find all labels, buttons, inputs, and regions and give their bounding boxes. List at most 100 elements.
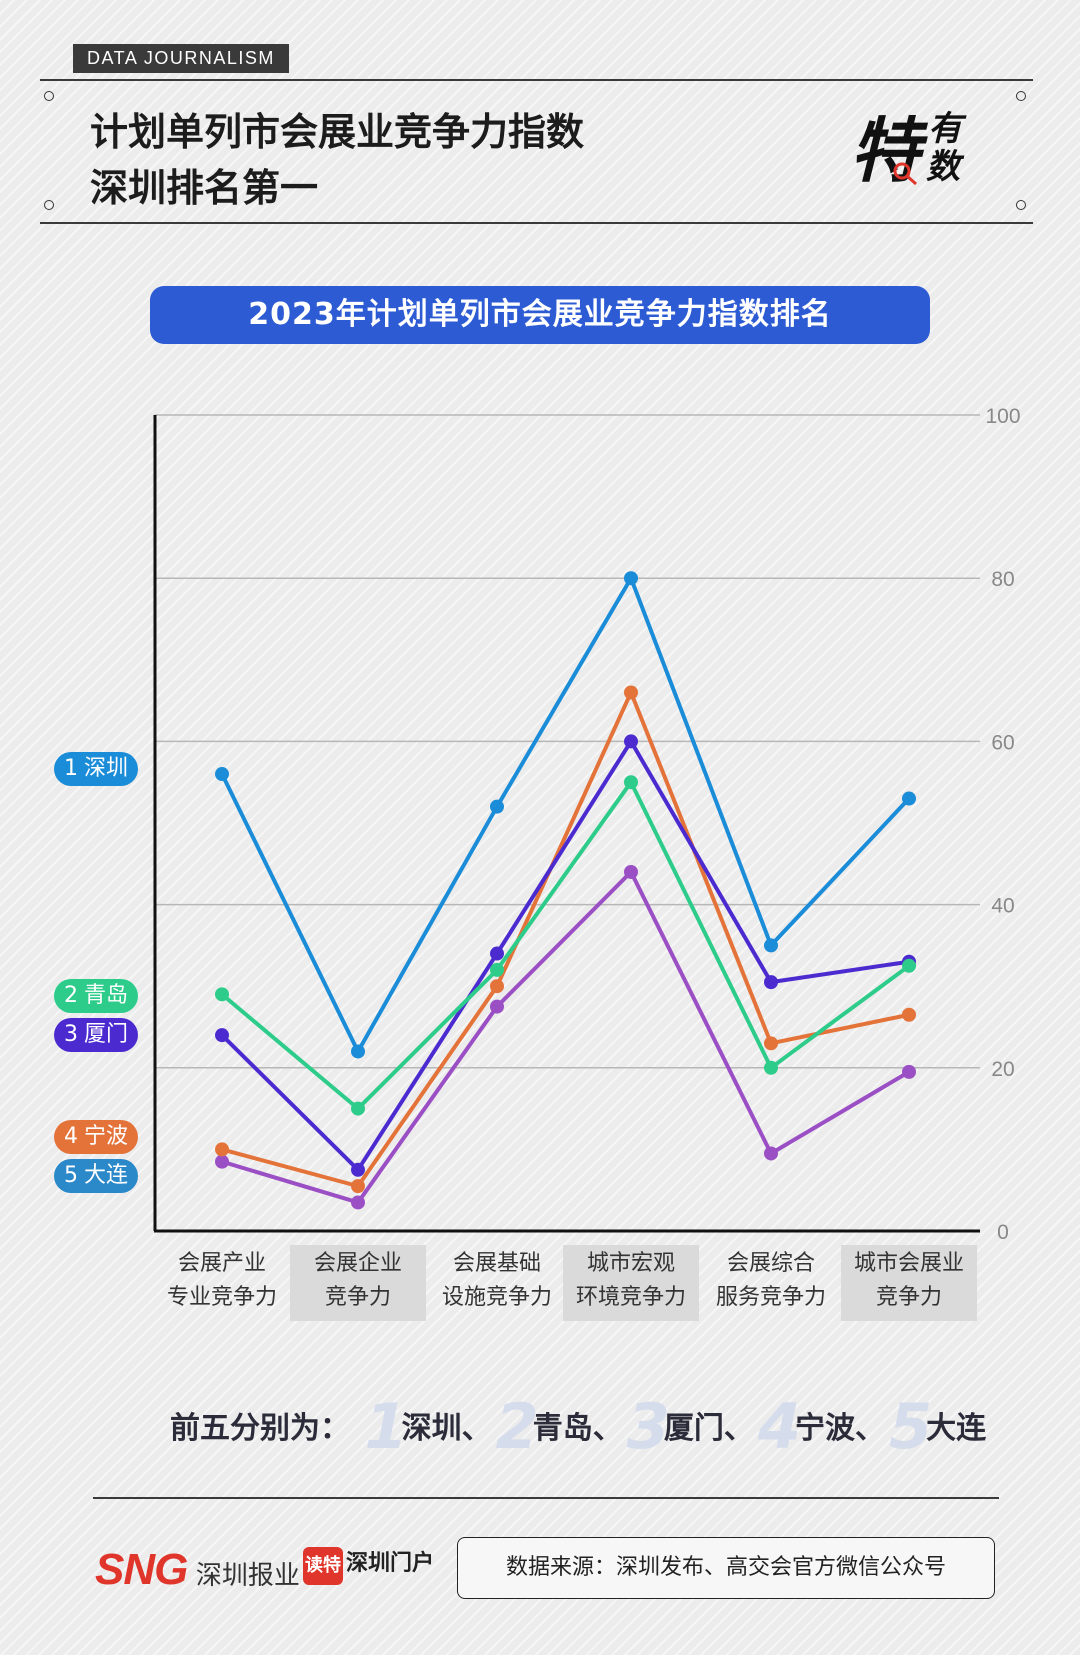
data-point bbox=[490, 799, 504, 814]
summary-city: 青岛、 bbox=[532, 1411, 623, 1446]
rank-label: 1 深圳 bbox=[54, 752, 139, 786]
x-category-label: 会展综合 服务竞争力 bbox=[703, 1245, 839, 1321]
rank-label: 5 大连 bbox=[54, 1159, 139, 1193]
summary-city: 宁波、 bbox=[795, 1411, 886, 1446]
data-point bbox=[902, 1064, 916, 1079]
data-point bbox=[764, 1060, 778, 1075]
x-category-line: 环境竞争力 bbox=[575, 1285, 686, 1310]
data-point bbox=[902, 791, 916, 806]
headline-line-2: 深圳排名第一 bbox=[90, 166, 319, 210]
y-tick-label: 100 bbox=[985, 405, 1020, 428]
rank-city: 宁波 bbox=[84, 1124, 129, 1149]
series-line-宁波 bbox=[221, 690, 910, 1189]
x-category-line: 会展基础 bbox=[452, 1251, 541, 1276]
portal-logo: 深圳门户 bbox=[346, 1551, 435, 1576]
data-point bbox=[764, 1036, 778, 1051]
data-point bbox=[490, 962, 504, 977]
summary-city: 深圳、 bbox=[401, 1411, 492, 1446]
x-category-line: 设施竞争力 bbox=[441, 1285, 552, 1310]
corner-ring bbox=[44, 91, 54, 101]
sng-mark: SNG bbox=[95, 1545, 188, 1594]
x-category-label: 会展产业 专业竞争力 bbox=[154, 1245, 290, 1321]
top-rule bbox=[40, 79, 1033, 81]
dute-app-badge: 读特 bbox=[303, 1547, 343, 1585]
rank-label: 3 厦门 bbox=[54, 1018, 139, 1052]
series-line-深圳 bbox=[220, 576, 911, 1054]
series-line-厦门 bbox=[220, 739, 910, 1172]
summary-prefix: 前五分别为： bbox=[170, 1411, 350, 1446]
corner-ring bbox=[1016, 200, 1026, 210]
magnifier-icon bbox=[893, 162, 917, 186]
y-tick-label: 20 bbox=[991, 1058, 1014, 1081]
summary-rank-number: 1 bbox=[364, 1390, 408, 1463]
page-title: 计划单列市会展业竞争力指数 深圳排名第一 bbox=[90, 104, 584, 216]
rank-number: 5 bbox=[64, 1163, 78, 1188]
data-point bbox=[624, 864, 638, 879]
data-point bbox=[351, 1195, 365, 1210]
series-line-大连 bbox=[221, 869, 911, 1205]
headline-line-1: 计划单列市会展业竞争力指数 bbox=[90, 110, 585, 154]
top-five-summary: 前五分别为： 1深圳、2青岛、3厦门、4宁波、5大连 bbox=[170, 1390, 986, 1463]
y-tick-label: 0 bbox=[997, 1221, 1009, 1244]
data-point bbox=[215, 1142, 229, 1157]
bottom-rule bbox=[40, 222, 1033, 224]
data-point bbox=[624, 571, 638, 586]
section-tag: DATA JOURNALISM bbox=[73, 44, 289, 73]
summary-rank-number: 3 bbox=[626, 1390, 670, 1463]
corner-ring bbox=[1016, 91, 1026, 101]
data-point bbox=[902, 1007, 916, 1022]
brand-char-top: 有 bbox=[928, 109, 962, 149]
x-category-line: 竞争力 bbox=[324, 1285, 391, 1310]
rank-label: 4 宁波 bbox=[54, 1120, 139, 1154]
x-category-line: 会展企业 bbox=[313, 1251, 402, 1276]
data-point bbox=[764, 1146, 778, 1161]
rank-number: 1 bbox=[64, 756, 78, 781]
sng-logo: SNG 深圳报业 bbox=[95, 1545, 300, 1595]
x-category-line: 专业竞争力 bbox=[166, 1285, 277, 1310]
brand-logo: 特 有 数 bbox=[850, 108, 968, 194]
paper-name: 深圳报业 bbox=[195, 1560, 300, 1590]
x-category-label: 会展基础 设施竞争力 bbox=[429, 1245, 565, 1321]
x-category-label: 会展企业 竞争力 bbox=[290, 1245, 426, 1321]
data-point bbox=[351, 1179, 365, 1194]
data-point bbox=[624, 734, 638, 749]
data-point bbox=[764, 938, 778, 953]
x-category-line: 城市宏观 bbox=[586, 1251, 675, 1276]
data-point bbox=[215, 1028, 229, 1043]
data-point bbox=[764, 975, 778, 990]
x-category-label: 城市会展业 竞争力 bbox=[841, 1245, 977, 1321]
rank-number: 4 bbox=[64, 1124, 78, 1149]
summary-city: 大连 bbox=[926, 1411, 987, 1446]
y-tick-label: 80 bbox=[991, 568, 1014, 591]
data-point bbox=[490, 946, 504, 961]
footer-rule bbox=[93, 1497, 999, 1499]
rank-city: 青岛 bbox=[84, 983, 129, 1008]
rank-city: 大连 bbox=[84, 1163, 129, 1188]
data-point bbox=[215, 767, 229, 782]
y-tick-label: 40 bbox=[991, 895, 1014, 918]
series-line-青岛 bbox=[220, 780, 911, 1111]
summary-rank-number: 5 bbox=[889, 1390, 933, 1463]
data-point bbox=[351, 1162, 365, 1177]
rank-city: 深圳 bbox=[84, 756, 129, 781]
line-chart: 0 20 40 60 80 100 bbox=[153, 405, 1021, 1244]
rank-label: 2 青岛 bbox=[54, 979, 139, 1013]
data-point bbox=[624, 775, 638, 790]
data-source: 数据来源：深圳发布、高交会官方微信公众号 bbox=[457, 1537, 995, 1599]
x-category-line: 竞争力 bbox=[875, 1285, 942, 1310]
x-category-line: 会展产业 bbox=[177, 1251, 266, 1276]
data-point bbox=[215, 1154, 229, 1169]
x-category-line: 服务竞争力 bbox=[715, 1285, 826, 1310]
x-category-label: 城市宏观 环境竞争力 bbox=[563, 1245, 699, 1321]
data-point bbox=[490, 999, 504, 1014]
data-point bbox=[215, 987, 229, 1002]
rank-number: 3 bbox=[64, 1022, 78, 1047]
rank-number: 2 bbox=[64, 983, 78, 1008]
data-point bbox=[624, 685, 638, 700]
data-point bbox=[902, 958, 916, 973]
data-point bbox=[351, 1044, 365, 1059]
x-category-line: 会展综合 bbox=[726, 1251, 815, 1276]
data-point bbox=[490, 979, 504, 994]
y-tick-label: 60 bbox=[991, 731, 1014, 754]
x-category-line: 城市会展业 bbox=[853, 1251, 964, 1276]
